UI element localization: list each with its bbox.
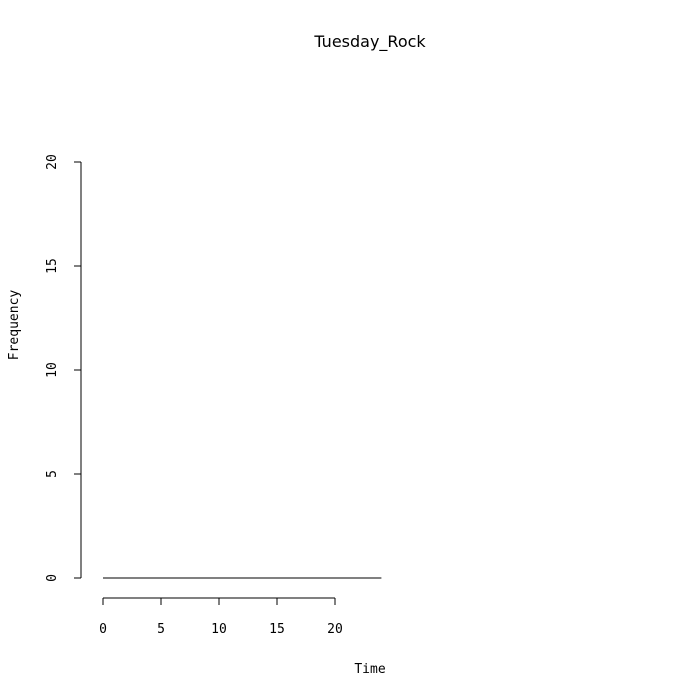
chart-title: Tuesday_Rock (313, 32, 426, 52)
y-tick-label: 20 (45, 154, 60, 170)
y-tick-label: 0 (45, 574, 60, 582)
x-tick-label: 20 (327, 622, 343, 637)
x-tick-label: 0 (99, 622, 107, 637)
x-tick-label: 10 (211, 622, 227, 637)
axes-layer: 0 5 10 15 20 0 5 10 15 20 (45, 154, 343, 637)
x-axis-label: Time (354, 662, 385, 677)
y-tick-label: 5 (45, 470, 60, 478)
y-tick-label: 10 (45, 362, 60, 378)
y-axis-label: Frequency (7, 290, 22, 361)
x-tick-label: 15 (269, 622, 285, 637)
y-tick-label: 15 (45, 258, 60, 274)
x-tick-label: 5 (157, 622, 165, 637)
